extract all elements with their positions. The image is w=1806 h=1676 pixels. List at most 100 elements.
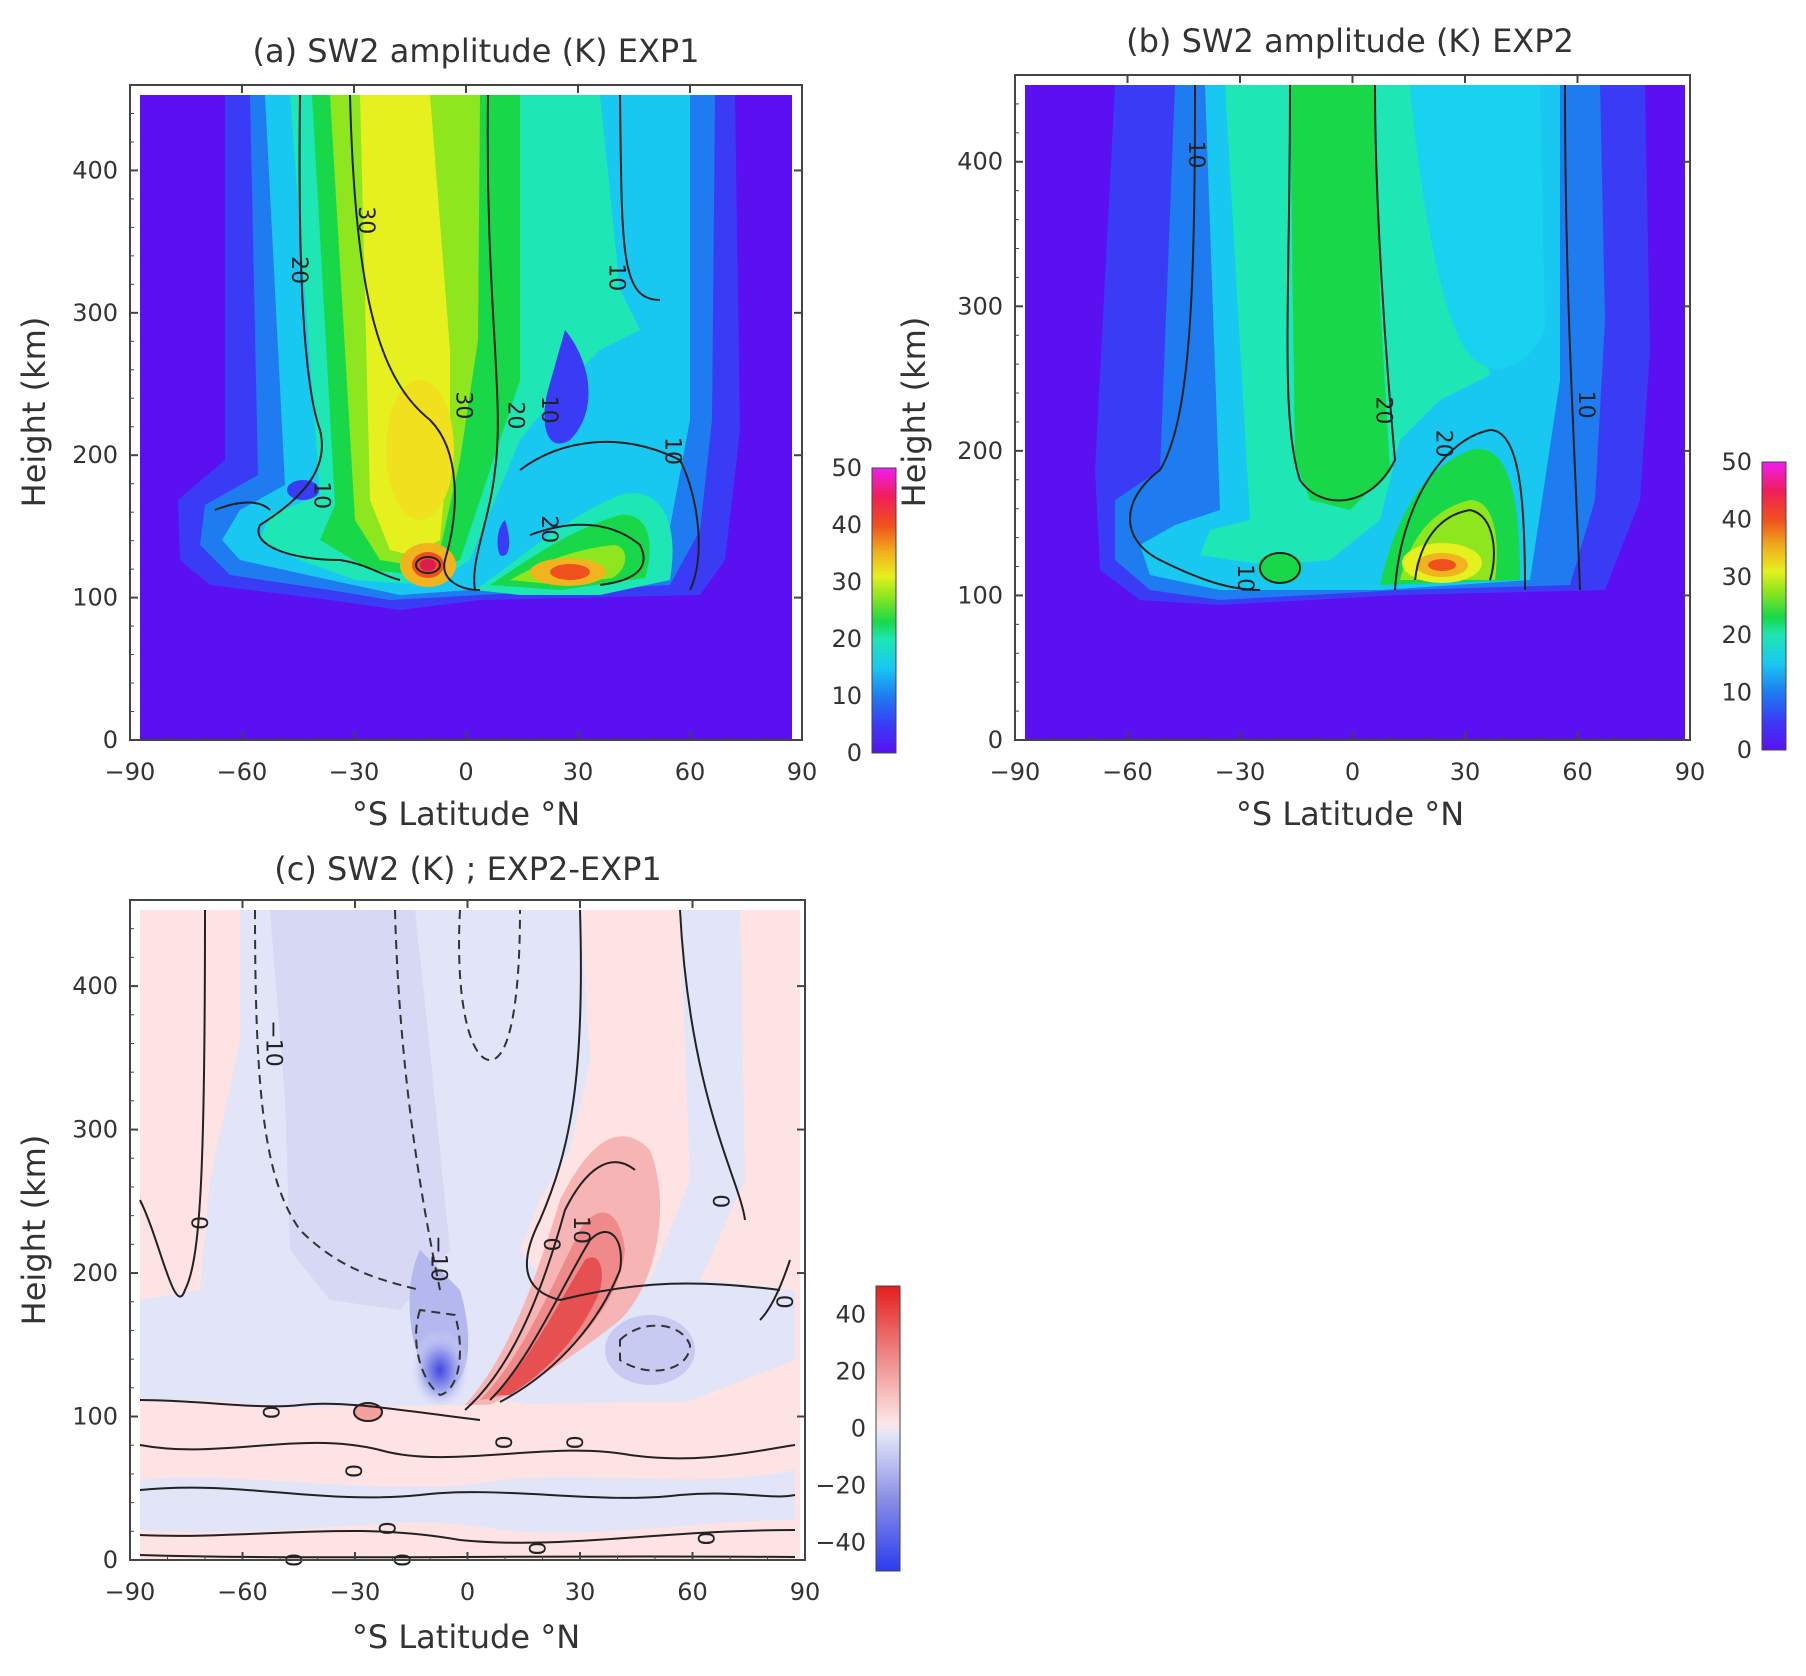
y-tick-label: 300: [957, 292, 1003, 320]
panel-a-colorbar: [871, 467, 897, 754]
x-tick-label: 60: [1562, 758, 1593, 786]
x-tick-label: −90: [105, 758, 156, 786]
y-tick-label: 400: [72, 972, 118, 1000]
panel-c-ylabel: Height (km): [15, 1135, 53, 1326]
x-tick-label: 90: [1675, 758, 1706, 786]
colorbar-tick-label: 50: [1721, 448, 1752, 476]
y-tick-label: 300: [72, 1116, 118, 1144]
contour-label: 10: [1183, 141, 1208, 169]
contour-label: 0: [771, 1295, 796, 1309]
colorbar-tick-label: 40: [1721, 506, 1752, 534]
panel-a: (a) SW2 amplitude (K) EXP1: [15, 32, 897, 833]
panel-c: (c) SW2 (K) ; EXP2-EXP1: [15, 850, 901, 1656]
panel-b-field: [1015, 75, 1690, 740]
y-tick-label: 300: [72, 299, 118, 327]
panel-c-xlabel: °S Latitude °N: [352, 1618, 580, 1656]
x-tick-label: −60: [217, 758, 268, 786]
panel-a-colorbar-ticks: 0 10 20 30 40 50: [831, 454, 862, 767]
panel-c-title: (c) SW2 (K) ; EXP2-EXP1: [274, 850, 661, 888]
x-tick-label: 0: [460, 1578, 475, 1606]
colorbar-tick-label: 40: [835, 1301, 866, 1329]
y-tick-label: 100: [72, 584, 118, 612]
panel-a-title: (a) SW2 amplitude (K) EXP1: [252, 32, 699, 70]
x-tick-label: 60: [677, 1578, 708, 1606]
contour-label: 30: [450, 391, 475, 419]
x-tick-label: 30: [1450, 758, 1481, 786]
colorbar-tick-label: −40: [815, 1529, 866, 1557]
contour-label: 0: [339, 1464, 364, 1478]
contour-label: 20: [536, 515, 561, 543]
x-tick-label: 90: [787, 758, 818, 786]
panel-b-ylabel: Height (km): [895, 317, 933, 508]
x-tick-label: 30: [563, 758, 594, 786]
panel-a-contours: [214, 94, 700, 591]
contour-label: 20: [286, 256, 311, 284]
contour-label: 0: [489, 1435, 514, 1449]
contour-label: 20: [1371, 396, 1396, 424]
panel-a-axes: −90 −60 −30 0 30 60 90 0 100 200 300 400: [72, 84, 818, 786]
panel-c-contours: [139, 909, 796, 1559]
contour-label: 0: [561, 1435, 586, 1449]
contour-label: 20: [1431, 430, 1456, 458]
x-tick-label: 0: [458, 758, 473, 786]
colorbar-tick-label: −20: [815, 1472, 866, 1500]
x-tick-label: −30: [330, 1578, 381, 1606]
panel-a-ylabel: Height (km): [15, 317, 53, 508]
contour-label: −10: [261, 1020, 286, 1066]
panel-a-field: [130, 85, 802, 745]
contour-label: 0: [257, 1405, 282, 1419]
colorbar-tick-label: 0: [1737, 736, 1752, 764]
colorbar-tick-label: 20: [831, 625, 862, 653]
x-tick-label: 0: [1345, 758, 1360, 786]
panel-c-colorbar: [875, 1285, 901, 1572]
y-tick-label: 200: [957, 437, 1003, 465]
contour-label: −10: [426, 1235, 451, 1281]
panel-b-xlabel: °S Latitude °N: [1236, 795, 1464, 833]
x-tick-label: −90: [105, 1578, 156, 1606]
y-tick-label: 0: [988, 726, 1003, 754]
colorbar-tick-label: 20: [835, 1358, 866, 1386]
y-tick-label: 100: [957, 581, 1003, 609]
panel-b-contours: [1129, 84, 1581, 591]
panel-b-title: (b) SW2 amplitude (K) EXP2: [1126, 22, 1574, 60]
contour-label: 10: [1573, 391, 1598, 419]
colorbar-tick-label: 10: [831, 682, 862, 710]
contour-label: 10: [603, 263, 628, 291]
colorbar-tick-label: 50: [831, 454, 862, 482]
contour-label: 10: [659, 437, 684, 465]
colorbar-tick-label: 40: [831, 511, 862, 539]
colorbar-tick-label: 30: [1721, 563, 1752, 591]
contour-label: 0: [538, 1237, 563, 1251]
colorbar-tick-label: 0: [847, 739, 862, 767]
y-tick-label: 0: [103, 726, 118, 754]
panel-b-contour-labels: 10 20 20 10 10: [1183, 141, 1598, 593]
y-tick-label: 0: [103, 1546, 118, 1574]
contour-label: 0: [707, 1194, 732, 1208]
panel-b: (b) SW2 amplitude (K) EXP2 1: [895, 22, 1787, 833]
contour-label: 0: [692, 1531, 717, 1545]
x-tick-label: −60: [217, 1578, 268, 1606]
panel-b-axes: −90 −60 −30 0 30 60 90 0 100 200 300 400: [957, 74, 1706, 786]
x-tick-label: −30: [329, 758, 380, 786]
colorbar-tick-label: 30: [831, 568, 862, 596]
colorbar-tick-label: 0: [851, 1415, 866, 1443]
x-tick-label: 60: [675, 758, 706, 786]
panel-c-colorbar-ticks: −40 −20 0 20 40: [815, 1301, 866, 1557]
y-tick-label: 400: [957, 148, 1003, 176]
contour-label: 20: [503, 401, 528, 429]
panel-b-colorbar: [1761, 461, 1787, 751]
contour-label: 10: [1232, 564, 1257, 592]
colorbar-tick-label: 20: [1721, 621, 1752, 649]
panel-a-xlabel: °S Latitude °N: [352, 795, 580, 833]
panel-c-field: [140, 910, 800, 1560]
x-tick-label: −60: [1102, 758, 1153, 786]
y-tick-label: 200: [72, 441, 118, 469]
x-tick-label: −90: [990, 758, 1041, 786]
colorbar-tick-label: 10: [1721, 678, 1752, 706]
contour-label: 0: [523, 1542, 548, 1556]
contour-label: 10: [536, 396, 561, 424]
panel-a-contour-labels: 30 20 10 30 20 10 10 10 20: [286, 206, 684, 543]
